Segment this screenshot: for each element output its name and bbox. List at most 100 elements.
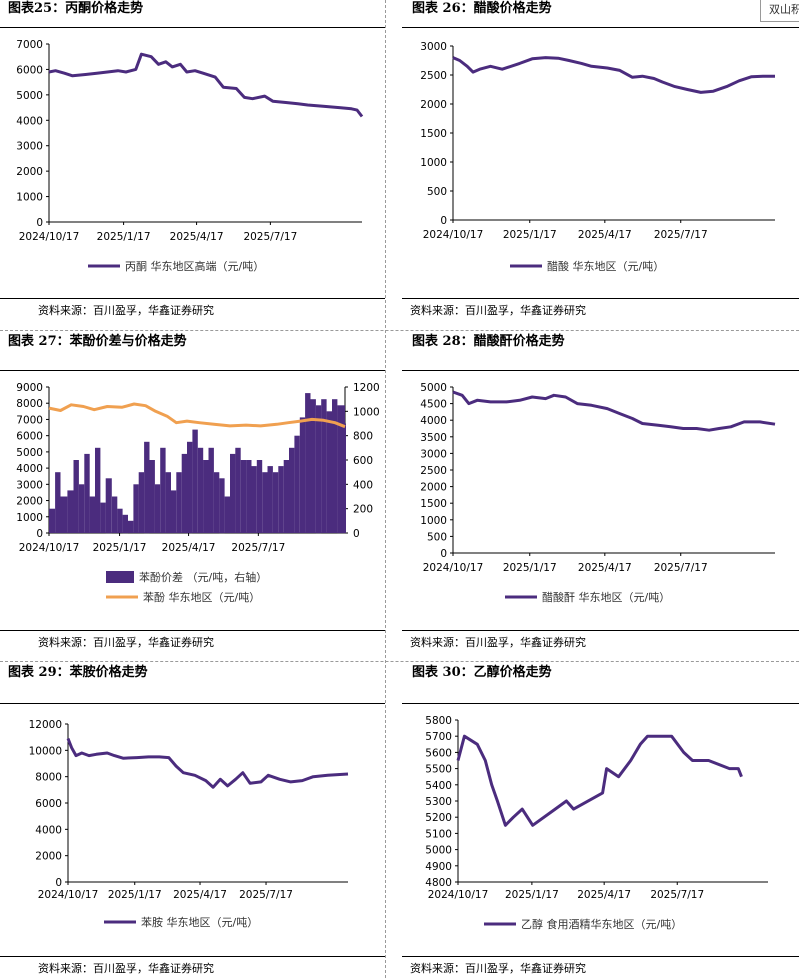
column-divider — [385, 0, 386, 978]
x-tick-label: 2025/7/17 — [654, 229, 708, 241]
spread-bar — [160, 447, 166, 533]
panel-title: 图表 28：醋酸酐价格走势 — [412, 334, 565, 349]
source-rule — [402, 956, 799, 957]
y-tick-label: 3000 — [16, 141, 43, 153]
legend-label: 乙醇 食用酒精华东地区（元/吨） — [521, 917, 682, 931]
y-tick-label: 8000 — [35, 772, 62, 784]
y-tick-label: 1000 — [420, 157, 447, 169]
phenol-price-line — [48, 402, 346, 429]
y-tick-label: 0 — [440, 548, 447, 560]
x-tick-label: 2025/1/17 — [505, 889, 559, 901]
y-tick-label: 1500 — [420, 498, 447, 510]
row-divider-2 — [0, 661, 799, 662]
x-tick-label: 2024/10/17 — [19, 231, 80, 243]
y-tick-label: 4800 — [425, 877, 452, 889]
spread-bar — [208, 447, 214, 533]
spread-bar — [256, 460, 263, 533]
x-tick-label: 2025/4/17 — [173, 889, 227, 901]
y-tick-label: 5600 — [425, 747, 452, 759]
spread-bar — [315, 405, 322, 534]
legend-label: 醋酸 华东地区（元/吨） — [547, 259, 664, 273]
spread-bar — [78, 484, 85, 533]
spread-bar — [55, 472, 61, 533]
title-rule — [402, 27, 799, 28]
x-tick-label: 2025/1/17 — [108, 889, 162, 901]
y-tick-label: 4000 — [35, 824, 62, 836]
row-divider-1 — [0, 330, 799, 331]
spread-bar — [278, 466, 284, 533]
x-tick-label: 2025/7/17 — [231, 542, 285, 554]
y2-tick-label: 800 — [353, 431, 373, 443]
x-tick-label: 2025/7/17 — [243, 231, 297, 243]
x-tick-label: 2024/10/17 — [423, 229, 484, 241]
spread-bar — [219, 478, 225, 534]
y-tick-label: 6000 — [16, 431, 43, 443]
price-line — [456, 734, 743, 827]
y-tick-label: 4000 — [16, 463, 43, 475]
title-rule — [402, 370, 799, 371]
y-tick-label: 8000 — [16, 398, 43, 410]
legend-label: 苯胺 华东地区（元/吨） — [141, 915, 258, 929]
x-tick-label: 2025/7/17 — [654, 562, 708, 574]
spread-bar — [272, 472, 279, 533]
y-tick-label: 5000 — [16, 90, 43, 102]
panel-acetic-anhydride: 图表 28：醋酸酐价格走势 0 500 1000 1500 2000 2500 3000 35… — [402, 330, 799, 661]
spread-bar — [251, 466, 257, 533]
y-tick-label: 5400 — [425, 780, 452, 792]
y-tick-label: 5300 — [425, 796, 452, 808]
panel-phenol: 图表 27：苯酚价差与价格走势 0 1000 2000 3000 4000 5000 600… — [0, 330, 385, 661]
panel-title: 图表 26：醋酸价格走势 — [412, 1, 552, 16]
y-tick-label: 5000 — [16, 447, 43, 459]
y2-tick-label: 600 — [353, 455, 373, 467]
y-tick-label: 1000 — [420, 515, 447, 527]
spread-bar — [170, 490, 177, 533]
spread-bar — [154, 484, 161, 533]
y2-tick-label: 400 — [353, 479, 373, 491]
title-rule — [0, 703, 385, 704]
spread-bar — [262, 472, 268, 533]
y-tick-label: 9000 — [16, 382, 43, 394]
x-tick-label: 2025/4/17 — [577, 889, 631, 901]
panel-title: 图表 29：苯胺价格走势 — [8, 665, 148, 680]
spread-bar — [89, 496, 95, 533]
spread-bar — [337, 405, 345, 534]
y-tick-label: 500 — [427, 186, 447, 198]
source-note: 资料来源：百川盈孚，华鑫证券研究 — [410, 304, 586, 317]
x-tick-label: 2025/1/17 — [503, 562, 557, 574]
x-tick-label: 2025/4/17 — [578, 229, 632, 241]
title-rule — [0, 370, 385, 371]
y-tick-label: 4000 — [420, 415, 447, 427]
spread-bar — [321, 399, 327, 533]
chart-aniline: 0 2000 4000 6000 8000 10000 12000 2024/10/17 202… — [29, 719, 349, 929]
x-tick-label: 2025/4/17 — [578, 562, 632, 574]
spread-bar — [84, 453, 90, 533]
price-line — [452, 390, 776, 432]
spread-bar — [49, 508, 56, 533]
title-rule — [402, 703, 799, 704]
spread-bar — [105, 478, 112, 534]
legend-label: 丙酮 华东地区高端（元/吨） — [125, 259, 264, 273]
spread-bar — [332, 399, 338, 533]
source-note: 资料来源：百川盈孚，华鑫证券研究 — [410, 636, 586, 649]
y-tick-label: 5000 — [420, 382, 447, 394]
legend-bar-label: 苯酚价差 （元/吨，右轴） — [139, 570, 267, 584]
source-rule — [0, 630, 385, 631]
source-note: 资料来源：百川盈孚，华鑫证券研究 — [38, 962, 214, 975]
source-rule — [402, 630, 799, 631]
spread-bar — [299, 417, 306, 533]
y-tick-label: 1000 — [16, 192, 43, 204]
chart-ethanol: 4800 4900 5000 5100 5200 5300 5400 5500 5600 5700… — [425, 715, 768, 931]
panel-ethanol: 图表 30：乙醇价格走势 4800 4900 5000 5100 5200 5300 540… — [402, 661, 799, 978]
y-tick-label: 0 — [55, 877, 62, 889]
x-tick-label: 2024/10/17 — [423, 562, 484, 574]
y-tick-label: 6000 — [16, 64, 43, 76]
corner-widget[interactable]: 双山积 — [760, 0, 799, 22]
spread-bar — [73, 460, 79, 533]
y-tick-label: 2000 — [420, 482, 447, 494]
spread-bar — [192, 429, 198, 533]
y-tick-label: 2000 — [35, 851, 62, 863]
price-line — [66, 737, 349, 789]
source-note: 资料来源：百川盈孚，华鑫证券研究 — [38, 636, 214, 649]
spread-bar — [203, 460, 209, 533]
spread-bar — [67, 490, 74, 533]
